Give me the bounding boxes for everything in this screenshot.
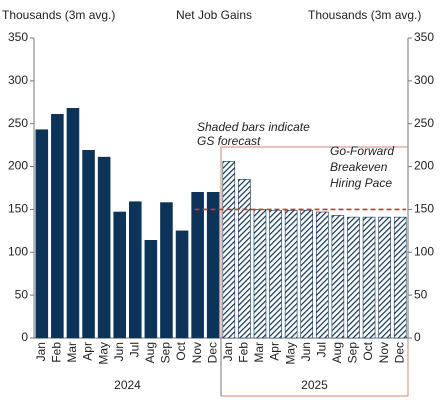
x-tick-label: Aug — [330, 342, 344, 363]
x-tick-label: Sep — [346, 342, 360, 364]
y-axis-label: Thousands (3m avg.) — [2, 8, 115, 22]
y2-axis-label: Thousands (3m avg.) — [308, 8, 421, 22]
x-tick-label: Nov — [377, 342, 391, 363]
bar — [51, 113, 64, 339]
x-tick-label: Oct — [361, 341, 375, 360]
y-tick-label: 300 — [8, 73, 28, 87]
x-tick-label: May — [283, 342, 297, 365]
x-tick-label: Nov — [190, 342, 204, 363]
y2-tick-label: 250 — [414, 116, 434, 130]
bar — [97, 156, 111, 339]
bar — [113, 211, 127, 339]
bar — [393, 216, 407, 339]
x-tick-label: Apr — [268, 342, 282, 361]
x-tick-label: Feb — [50, 342, 64, 363]
bar — [222, 161, 236, 339]
annotation: Shaded bars indicate — [197, 120, 310, 134]
y-tick-label: 250 — [8, 116, 28, 130]
bar — [191, 191, 204, 339]
bar — [269, 209, 282, 339]
bar — [331, 215, 345, 339]
annotation: GS forecast — [197, 134, 261, 148]
x-tick-label: Jan — [34, 342, 48, 361]
x-tick-label: Jun — [112, 342, 126, 361]
x-tick-label: Mar — [252, 342, 266, 363]
x-tick-label: Mar — [65, 342, 79, 363]
bar — [129, 201, 142, 339]
bar — [66, 107, 80, 339]
reference-label: Go-Forward — [330, 144, 394, 158]
chart-title: Net Job Gains — [176, 8, 252, 22]
x-tick-label: Aug — [143, 342, 157, 363]
bar — [347, 216, 360, 339]
bar — [253, 209, 267, 339]
reference-label: Breakeven — [330, 160, 388, 174]
x-tick-label: Dec — [392, 342, 406, 363]
y-tick-label: 350 — [8, 30, 28, 44]
y-tick-label: 150 — [8, 202, 28, 216]
reference-label: Hiring Pace — [330, 176, 392, 190]
x-tick-label: Dec — [205, 342, 219, 363]
bar — [362, 216, 376, 339]
x-tick-label: Jun — [299, 342, 313, 361]
y-tick-label: 100 — [8, 244, 28, 258]
x-tick-label: Feb — [237, 342, 251, 363]
x-group-label: 2025 — [301, 378, 328, 392]
y2-tick-label: 150 — [414, 202, 434, 216]
x-tick-label: Jan — [221, 342, 235, 361]
bar — [160, 202, 173, 339]
y2-tick-label: 200 — [414, 159, 434, 173]
y2-tick-label: 0 — [414, 330, 421, 344]
bar — [175, 230, 189, 339]
y2-tick-label: 300 — [414, 73, 434, 87]
bar — [238, 179, 251, 339]
bar — [82, 149, 95, 339]
bar — [35, 129, 49, 339]
bar — [300, 209, 314, 339]
bar — [284, 209, 298, 339]
x-tick-label: Apr — [81, 342, 95, 361]
y2-tick-label: 100 — [414, 244, 434, 258]
x-tick-label: Jul — [127, 342, 141, 357]
x-tick-label: Oct — [174, 341, 188, 360]
y-tick-label: 200 — [8, 159, 28, 173]
x-tick-label: Sep — [159, 342, 173, 364]
y2-tick-label: 50 — [414, 287, 428, 301]
x-tick-label: Jul — [314, 342, 328, 357]
bar — [315, 211, 329, 339]
x-tick-label: May — [96, 342, 110, 365]
y-tick-label: 50 — [15, 287, 29, 301]
y-tick-label: 0 — [21, 330, 28, 344]
bar — [206, 191, 220, 339]
x-group-label: 2024 — [114, 378, 141, 392]
bar — [144, 239, 158, 339]
bar — [378, 216, 391, 339]
y2-tick-label: 350 — [414, 30, 434, 44]
